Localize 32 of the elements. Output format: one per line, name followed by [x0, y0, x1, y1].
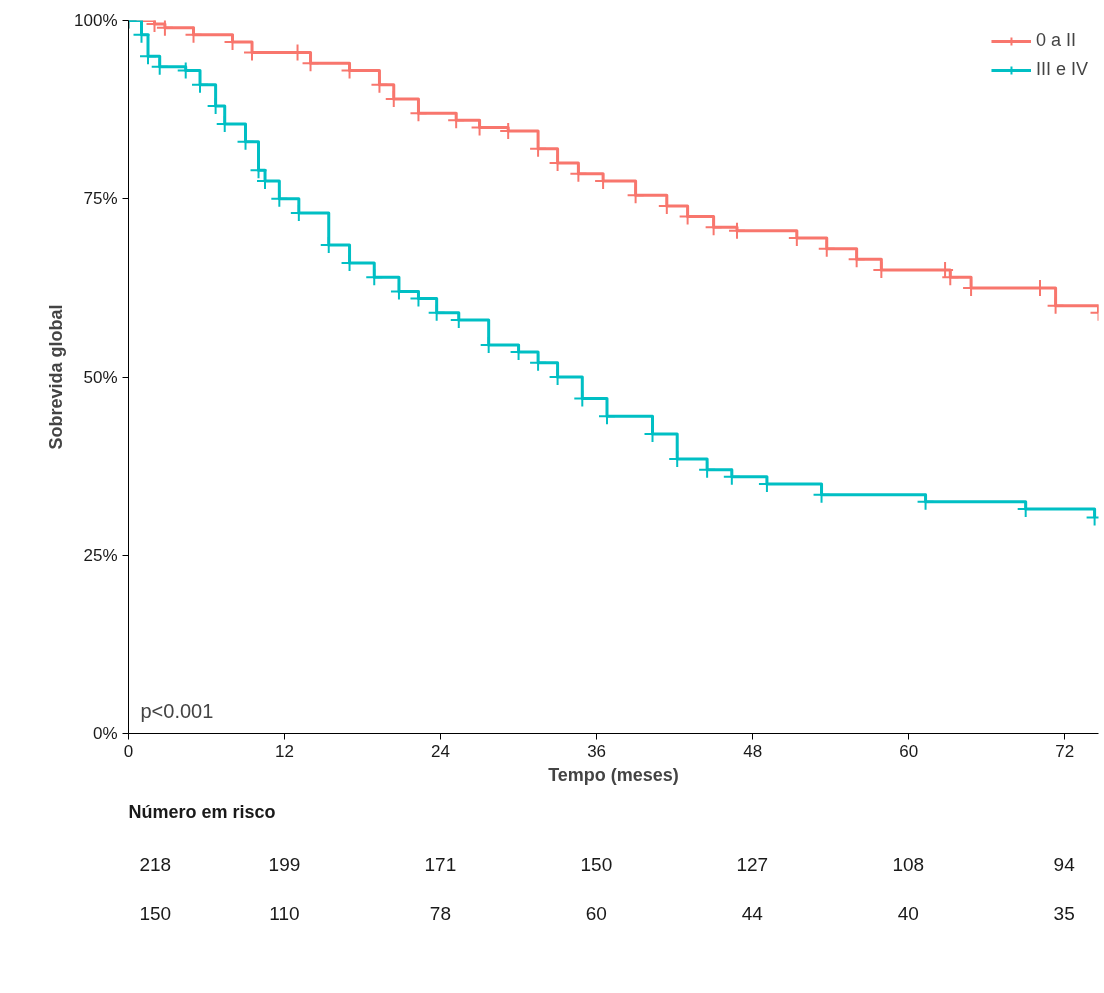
y-tick-label: 75% — [83, 189, 118, 209]
x-tick-label: 48 — [743, 741, 763, 761]
y-tick-label: 0% — [92, 724, 118, 743]
x-axis-title: Tempo (meses) — [548, 764, 679, 785]
data-label: 35 — [1053, 902, 1075, 924]
data-label: 40 — [897, 902, 919, 924]
data-label: 60 — [585, 902, 607, 924]
data-label: 150 — [580, 854, 613, 876]
data-label: 199 — [268, 854, 301, 876]
x-tick-label: 12 — [275, 741, 294, 761]
x-tick-label: 36 — [587, 741, 607, 761]
legend-label: III e IV — [1035, 59, 1088, 80]
y-tick-label: 25% — [83, 545, 118, 565]
data-label: 94 — [1053, 854, 1076, 876]
chart-title: Número em risco — [128, 801, 276, 822]
data-label: 218 — [139, 854, 172, 876]
y-tick-label: 50% — [83, 367, 118, 387]
data-label: 127 — [736, 854, 769, 876]
annotation: p<0.001 — [140, 699, 214, 722]
legend-label: 0 a II — [1035, 30, 1076, 51]
data-label: 108 — [892, 854, 925, 876]
data-label: 44 — [741, 902, 764, 924]
data-label: 171 — [424, 854, 457, 876]
x-tick-label: 60 — [899, 741, 919, 761]
y-axis-title: Sobrevida global — [46, 304, 67, 450]
y-tick-label: 100% — [74, 11, 118, 30]
x-tick-label: 24 — [431, 741, 451, 761]
x-tick-label: 0 — [123, 741, 134, 761]
data-label: 150 — [139, 902, 172, 924]
x-tick-label: 72 — [1055, 741, 1075, 761]
data-label: 78 — [429, 902, 451, 924]
data-label: 110 — [269, 902, 300, 924]
